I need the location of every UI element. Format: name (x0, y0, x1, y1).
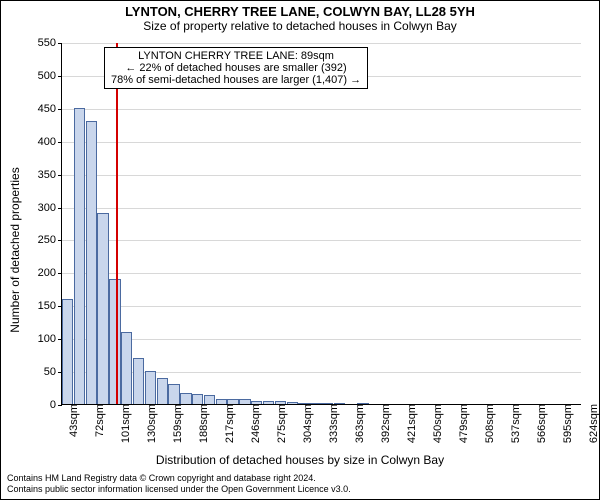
x-tick-label: 130sqm (140, 404, 158, 443)
x-tick-label: 159sqm (166, 404, 184, 443)
gridline (62, 208, 581, 209)
x-tick-label: 72sqm (88, 404, 106, 437)
histogram-bar (204, 395, 215, 404)
title-block: LYNTON, CHERRY TREE LANE, COLWYN BAY, LL… (1, 1, 599, 33)
plot-wrap: 05010015020025030035040045050055043sqm72… (61, 43, 581, 405)
x-tick-label: 333sqm (322, 404, 340, 443)
x-tick-label: 537sqm (504, 404, 522, 443)
y-tick-label: 350 (38, 169, 62, 181)
attribution-line: Contains HM Land Registry data © Crown c… (7, 473, 593, 484)
gridline (62, 109, 581, 110)
y-tick-label: 500 (38, 70, 62, 82)
x-tick-label: 624sqm (582, 404, 600, 443)
annotation-line: LYNTON CHERRY TREE LANE: 89sqm (111, 50, 361, 62)
x-tick-label: 566sqm (530, 404, 548, 443)
y-axis-label: Number of detached properties (8, 167, 22, 332)
gridline (62, 142, 581, 143)
page-subtitle: Size of property relative to detached ho… (1, 19, 599, 33)
page-title: LYNTON, CHERRY TREE LANE, COLWYN BAY, LL… (1, 4, 599, 19)
x-tick-label: 217sqm (218, 404, 236, 443)
x-tick-label: 246sqm (244, 404, 262, 443)
x-tick-label: 392sqm (374, 404, 392, 443)
reference-line (116, 43, 118, 404)
y-tick-label: 100 (38, 333, 62, 345)
x-tick-label: 479sqm (452, 404, 470, 443)
y-tick-label: 50 (44, 366, 62, 378)
annotation-line: ← 22% of detached houses are smaller (39… (111, 62, 361, 74)
annotation-line: 78% of semi-detached houses are larger (… (111, 74, 361, 86)
x-tick-label: 43sqm (62, 404, 80, 437)
gridline (62, 175, 581, 176)
y-tick-label: 300 (38, 202, 62, 214)
y-tick-label: 250 (38, 234, 62, 246)
y-tick-label: 150 (38, 300, 62, 312)
histogram-bar (86, 121, 97, 404)
y-tick-label: 550 (38, 37, 62, 49)
gridline (62, 43, 581, 44)
y-tick-label: 450 (38, 103, 62, 115)
x-tick-label: 450sqm (426, 404, 444, 443)
x-axis-label: Distribution of detached houses by size … (1, 453, 599, 467)
histogram-bar (97, 213, 108, 404)
chart-container: LYNTON, CHERRY TREE LANE, COLWYN BAY, LL… (0, 0, 600, 500)
histogram-bar (180, 393, 191, 404)
histogram-bar (74, 108, 85, 404)
gridline (62, 339, 581, 340)
y-tick-label: 0 (50, 399, 62, 411)
histogram-bar (133, 358, 144, 404)
x-tick-label: 188sqm (192, 404, 210, 443)
y-tick-label: 400 (38, 136, 62, 148)
x-tick-label: 304sqm (296, 404, 314, 443)
x-tick-label: 508sqm (478, 404, 496, 443)
attribution-line: Contains public sector information licen… (7, 484, 593, 495)
plot-area: 05010015020025030035040045050055043sqm72… (61, 43, 581, 405)
histogram-bar (121, 332, 132, 404)
histogram-bar (62, 299, 73, 404)
x-tick-label: 421sqm (400, 404, 418, 443)
y-tick-label: 200 (38, 267, 62, 279)
x-tick-label: 363sqm (348, 404, 366, 443)
gridline (62, 240, 581, 241)
histogram-bar (192, 394, 203, 404)
histogram-bar (168, 384, 179, 404)
annotation-box: LYNTON CHERRY TREE LANE: 89sqm← 22% of d… (104, 47, 368, 89)
x-tick-label: 275sqm (270, 404, 288, 443)
x-tick-label: 101sqm (114, 404, 132, 443)
gridline (62, 273, 581, 274)
x-tick-label: 595sqm (556, 404, 574, 443)
histogram-bar (157, 378, 168, 404)
attribution-block: Contains HM Land Registry data © Crown c… (7, 473, 593, 495)
histogram-bar (145, 371, 156, 404)
gridline (62, 306, 581, 307)
